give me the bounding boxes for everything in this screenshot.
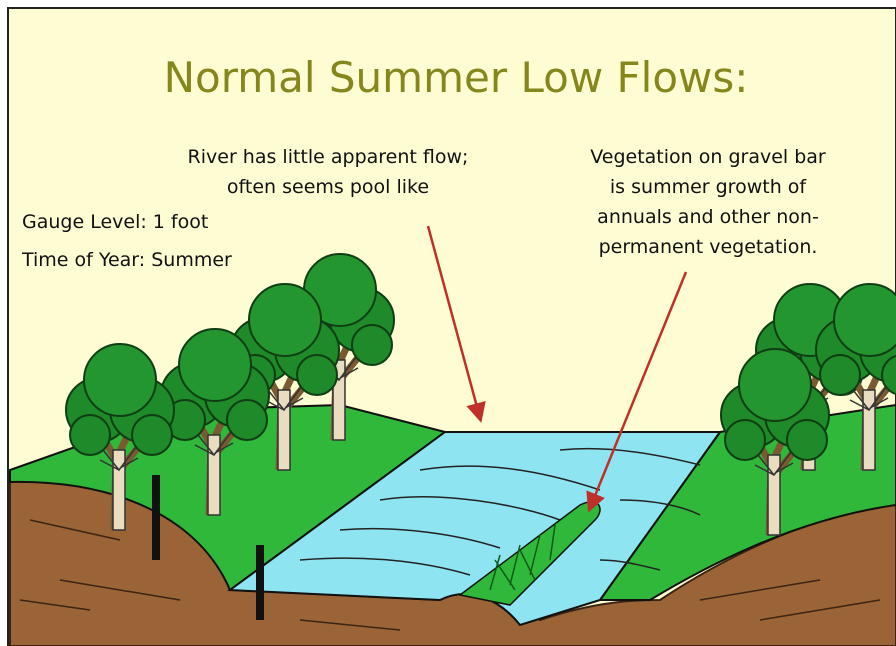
annotation: often seems pool like <box>227 176 429 198</box>
gauge-post <box>256 545 264 620</box>
annotation: Vegetation on gravel bar <box>590 146 826 168</box>
annotation: annuals and other non- <box>597 206 819 228</box>
title: Normal Summer Low Flows: <box>164 53 749 102</box>
annotation: River has little apparent flow; <box>188 146 469 168</box>
annotation: is summer growth of <box>610 176 807 198</box>
annotation: permanent vegetation. <box>599 236 818 258</box>
gauge-post <box>152 475 160 560</box>
illustration: Normal Summer Low Flows: River has littl… <box>0 0 896 646</box>
label: Time of Year: Summer <box>21 249 232 271</box>
page: Normal Summer Low Flows: River has littl… <box>0 0 896 646</box>
label: Gauge Level: 1 foot <box>22 211 208 233</box>
